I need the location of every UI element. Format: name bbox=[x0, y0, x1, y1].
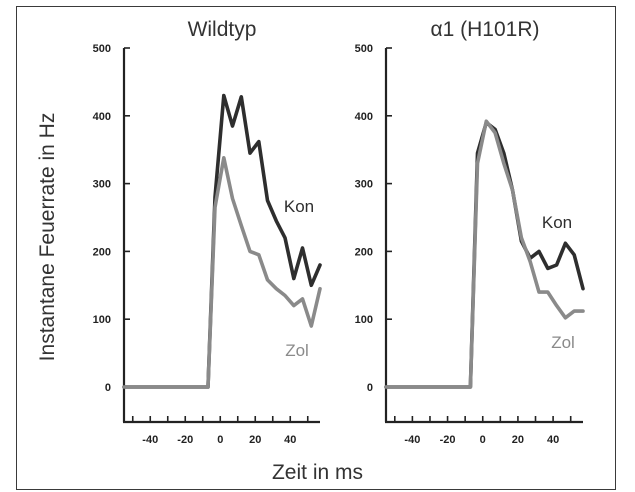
y-tick-label: 500 bbox=[93, 43, 111, 55]
x-tick-label: -40 bbox=[404, 434, 420, 446]
panel-title: Wildtyp bbox=[188, 18, 257, 41]
y-tick-label: 100 bbox=[355, 314, 373, 326]
y-tick-label: 200 bbox=[355, 246, 373, 258]
panel-wildtyp: Wildtyp 0 100 200 300 400 500 -40 -20 0 20 40 Kon Zol bbox=[93, 18, 322, 446]
x-tick-label: 40 bbox=[547, 434, 559, 446]
figure-border bbox=[16, 6, 616, 490]
series-label-zol: Zol bbox=[285, 341, 309, 360]
series-label-kon: Kon bbox=[542, 213, 572, 232]
y-tick-label: 200 bbox=[93, 246, 111, 258]
series-line-kon bbox=[122, 93, 322, 389]
panel-alpha1-h101r: α1 (H101R) 0 100 200 300 400 500 -40 -20 0 20 40 Kon… bbox=[355, 18, 585, 446]
y-tick-label: 100 bbox=[93, 314, 111, 326]
y-tick-label: 0 bbox=[367, 382, 373, 394]
x-tick-label: -20 bbox=[177, 434, 193, 446]
y-tick-label: 400 bbox=[93, 111, 111, 123]
y-tick-label: 300 bbox=[93, 179, 111, 191]
x-tick-label: 40 bbox=[284, 434, 296, 446]
x-tick-label: 20 bbox=[249, 434, 261, 446]
series-label-kon: Kon bbox=[284, 197, 314, 216]
y-tick-label: 0 bbox=[105, 382, 111, 394]
x-tick-label: -20 bbox=[440, 434, 456, 446]
y-tick-label: 500 bbox=[355, 43, 373, 55]
y-tick-label: 400 bbox=[355, 111, 373, 123]
panel-title: α1 (H101R) bbox=[430, 18, 539, 41]
series-label-zol: Zol bbox=[551, 333, 575, 352]
x-tick-label: 0 bbox=[217, 434, 223, 446]
x-tick-label: -40 bbox=[142, 434, 158, 446]
x-tick-label: 0 bbox=[480, 434, 486, 446]
series-line-zol bbox=[122, 156, 322, 389]
series-line-zol bbox=[384, 119, 585, 389]
y-tick-label: 300 bbox=[355, 179, 373, 191]
x-tick-label: 20 bbox=[512, 434, 524, 446]
x-axis-title: Zeit in ms bbox=[271, 461, 363, 484]
